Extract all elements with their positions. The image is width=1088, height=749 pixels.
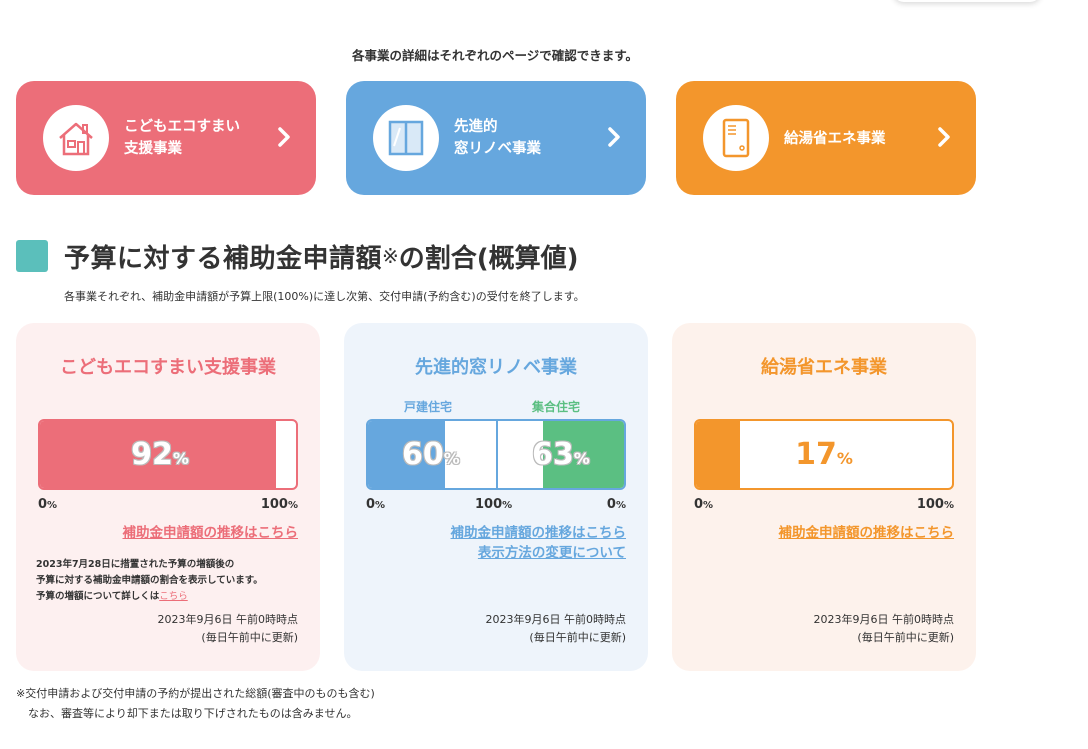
progress-bar: 92%	[38, 419, 298, 490]
nav-card-label: 先進的 窓リノベ事業	[454, 119, 541, 157]
panel-title: こどもエコすまい支援事業	[60, 357, 276, 378]
axis-mid: 100%	[475, 497, 513, 512]
intro-text: 各事業の詳細はそれぞれのページで確認できます。	[351, 48, 638, 63]
progress-fill	[40, 421, 276, 488]
section-subtitle: 各事業それぞれ、補助金申請額が予算上限(100%)に達し次第、交付申請(予約含む…	[64, 290, 585, 303]
section-title-suffix: の割合(概算値)	[398, 243, 579, 274]
nav-card-mado[interactable]: 先進的 窓リノベ事業	[346, 81, 646, 195]
panel-mado: 先進的窓リノベ事業 戸建住宅 集合住宅 60% 63% 0% 100% 0% 補…	[344, 323, 648, 671]
display-change-link[interactable]: 表示方法の変更について	[477, 545, 626, 561]
chevron-right-icon	[608, 127, 620, 147]
section-title: 予算に対する補助金申請額	[64, 243, 383, 274]
axis-min-right: 0%	[606, 497, 626, 512]
axis-min-label: 0%	[694, 497, 714, 512]
house-icon	[43, 105, 109, 171]
budget-detail-link[interactable]: こちら	[159, 591, 188, 602]
panel-title: 給湯省エネ事業	[761, 357, 887, 378]
progress-fill-apartment	[543, 421, 624, 488]
trend-link[interactable]: 補助金申請額の推移はこちら	[122, 525, 299, 541]
nav-card-kodomo[interactable]: こどもエコすまい 支援事業	[16, 81, 316, 195]
axis-min-left: 0%	[366, 497, 386, 512]
apartment-label: 集合住宅	[532, 400, 581, 414]
section-heading: 予算に対する補助金申請額 ※ の割合(概算値)	[16, 236, 579, 276]
chevron-right-icon	[938, 127, 950, 147]
panel-kyuto: 給湯省エネ事業 17% 0% 100% 補助金申請額の推移はこちら 2023年9…	[672, 323, 976, 671]
panel-kodomo: こどもエコすまい支援事業 92% 0% 100% 補助金申請額の推移はこちら 2…	[16, 323, 320, 671]
chevron-right-icon	[278, 127, 290, 147]
water-heater-icon	[703, 105, 769, 171]
window-icon	[373, 105, 439, 171]
nav-card-kyuto[interactable]: 給湯省エネ事業	[676, 81, 976, 195]
timestamp: 2023年9月6日 午前0時時点 (毎日午前中に更新)	[813, 613, 955, 644]
axis-max-label: 100%	[260, 497, 298, 512]
axis-max-label: 100%	[916, 497, 954, 512]
percent-label-apartment: 63%	[532, 437, 590, 472]
nav-card-label: こどもエコすまい 支援事業	[124, 119, 240, 157]
footnote: ※交付申請および交付申請の予約が提出された総額(審査中のものも含む) なお、審査…	[16, 687, 375, 720]
footnote-mark: ※	[382, 244, 399, 268]
percent-label: 92%	[131, 437, 189, 472]
progress-fill-detached	[368, 421, 445, 488]
detached-house-label: 戸建住宅	[404, 400, 453, 414]
trend-link[interactable]: 補助金申請額の推移はこちら	[778, 525, 955, 541]
bar-divider	[496, 421, 498, 488]
axis-min-label: 0%	[38, 497, 58, 512]
progress-bar: 17%	[694, 419, 954, 490]
progress-bar-dual: 60% 63%	[366, 419, 626, 490]
nav-card-label: 給湯省エネ事業	[784, 131, 886, 147]
trend-link[interactable]: 補助金申請額の推移はこちら	[450, 525, 627, 541]
timestamp: 2023年9月6日 午前0時時点 (毎日午前中に更新)	[485, 613, 627, 644]
budget-note: 2023年7月28日に措置された予算の増額後の 予算に対する補助金申請額の割合を…	[36, 559, 263, 602]
progress-fill	[696, 421, 740, 488]
percent-label-detached: 60%	[402, 437, 460, 472]
timestamp: 2023年9月6日 午前0時時点 (毎日午前中に更新)	[157, 613, 299, 644]
percent-label: 17%	[795, 437, 853, 472]
top-pill-button[interactable]	[893, 0, 1041, 2]
panel-title: 先進的窓リノベ事業	[415, 357, 577, 378]
section-marker-icon	[16, 240, 48, 272]
